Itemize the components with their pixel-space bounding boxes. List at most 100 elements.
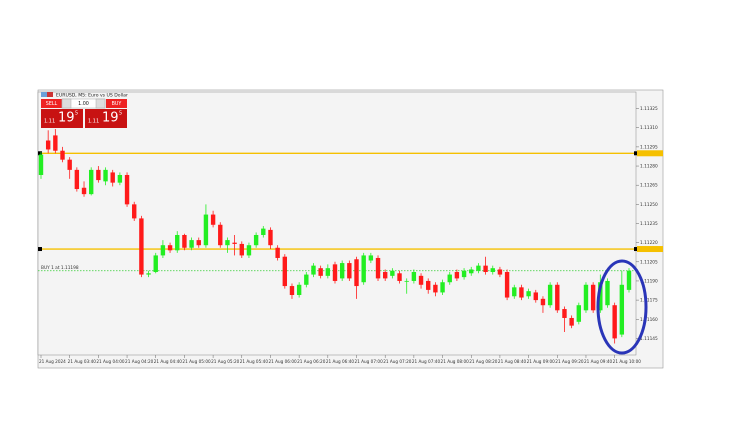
level-price-tag (637, 246, 663, 253)
x-tick-label: 21 Aug 08:20 (469, 359, 498, 364)
candle-body (246, 245, 252, 256)
candle-body (368, 255, 374, 261)
plot-area (37, 91, 637, 356)
candle-body (418, 275, 424, 285)
candle-body (504, 272, 510, 298)
candle-body (533, 292, 538, 301)
candle-body (311, 265, 316, 275)
candle-body (619, 284, 625, 335)
x-tick-label: 21 Aug 05:40 (240, 359, 269, 364)
y-tick-label: 1.11205 (640, 259, 658, 265)
candle-body (304, 274, 309, 285)
y-tick-label: 1.11295 (640, 144, 658, 150)
candle-body (110, 172, 115, 183)
x-tick-label: 21 Aug 08:00 (441, 359, 470, 364)
candle-body (139, 218, 144, 275)
candle-body (318, 268, 323, 276)
candle-body (411, 272, 417, 281)
y-tick-label: 1.11325 (640, 106, 658, 112)
candle-body (562, 309, 567, 318)
candle-body (60, 150, 65, 160)
candle-body (132, 204, 137, 219)
y-tick-label: 1.11220 (640, 240, 658, 246)
candle-body (282, 256, 288, 287)
flag-icon (41, 92, 47, 97)
y-tick-label: 1.11190 (640, 278, 658, 284)
candle-body (53, 135, 58, 151)
lot-down[interactable] (61, 98, 72, 109)
x-tick-label: 21 Aug 04:40 (154, 359, 183, 364)
candle-body (576, 305, 582, 322)
level-handle (38, 247, 42, 252)
x-tick-label: 21 Aug 06:20 (297, 359, 326, 364)
candle-body (225, 240, 230, 246)
x-tick-label: 21 Aug 2024 (39, 359, 66, 364)
candle-body (547, 284, 553, 306)
candle-body (476, 265, 481, 271)
buy-button[interactable] (106, 99, 127, 108)
sell-price-big: 1.11 (44, 119, 55, 125)
candle-body (182, 234, 187, 248)
x-tick-label: 21 Aug 07:00 (355, 359, 384, 364)
level-handle (634, 151, 638, 156)
candle-body (218, 224, 223, 246)
candle-body (569, 317, 574, 326)
candle-body (426, 280, 431, 290)
candle-body (540, 298, 546, 306)
candle-body (605, 280, 610, 306)
candle-body (447, 274, 452, 283)
chart-title: EURUSD, M5: Euro vs US Dollar (56, 93, 128, 99)
buy-price-pips: 19 (102, 111, 119, 126)
candle-body (397, 273, 402, 281)
candle-body (175, 234, 180, 251)
highlight-ellipse (596, 259, 648, 355)
candle-body (375, 257, 381, 279)
candle-body (325, 268, 331, 276)
y-tick-label: 1.11235 (640, 221, 658, 227)
plot-layer: 1.113251.113101.112951.112801.112651.112… (38, 106, 663, 364)
sell-price-box[interactable] (41, 109, 83, 128)
x-tick-label: 21 Aug 04:20 (125, 359, 154, 364)
y-tick-label: 1.11265 (640, 183, 658, 189)
candle-body (268, 229, 273, 246)
y-tick-label: 1.11145 (640, 336, 658, 342)
x-tick-label: 21 Aug 06:00 (268, 359, 297, 364)
candle-body (497, 269, 503, 275)
candle-body (390, 270, 395, 276)
candle-body (210, 214, 216, 225)
candle-body (512, 287, 517, 297)
candle-body (483, 265, 488, 273)
candle-body (461, 270, 467, 278)
candle-body (332, 264, 338, 281)
candle-body (296, 284, 302, 295)
lot-up[interactable] (95, 98, 106, 109)
x-tick-label: 21 Aug 10:00 (613, 359, 642, 364)
candle-body (289, 286, 295, 295)
x-tick-label: 21 Aug 04:00 (96, 359, 125, 364)
candle-body (354, 259, 359, 287)
y-tick-label: 1.11280 (640, 164, 658, 170)
candle-body (339, 263, 345, 279)
x-tick-label: 21 Aug 07:40 (412, 359, 441, 364)
level-handle (634, 247, 638, 252)
buy-price-box[interactable] (85, 109, 127, 128)
candle-body (469, 269, 474, 274)
candle-body (526, 291, 531, 297)
candle-body (67, 159, 72, 170)
flag-icon (47, 92, 53, 97)
candle-body (160, 245, 166, 256)
candle-body (440, 282, 445, 293)
position-label: BUY 1 at 1.11198 (41, 265, 79, 271)
x-tick-label: 21 Aug 06:40 (326, 359, 355, 364)
candle-body (74, 169, 80, 190)
candle-body (382, 272, 388, 279)
candle-body (347, 263, 352, 279)
sell-button[interactable] (41, 99, 62, 108)
candle-body (454, 272, 460, 279)
candle-body (103, 169, 108, 182)
candle-body (146, 273, 151, 275)
candle-body (433, 284, 438, 293)
candle-body (88, 169, 94, 195)
sell-price-frac: 5 (75, 111, 78, 117)
